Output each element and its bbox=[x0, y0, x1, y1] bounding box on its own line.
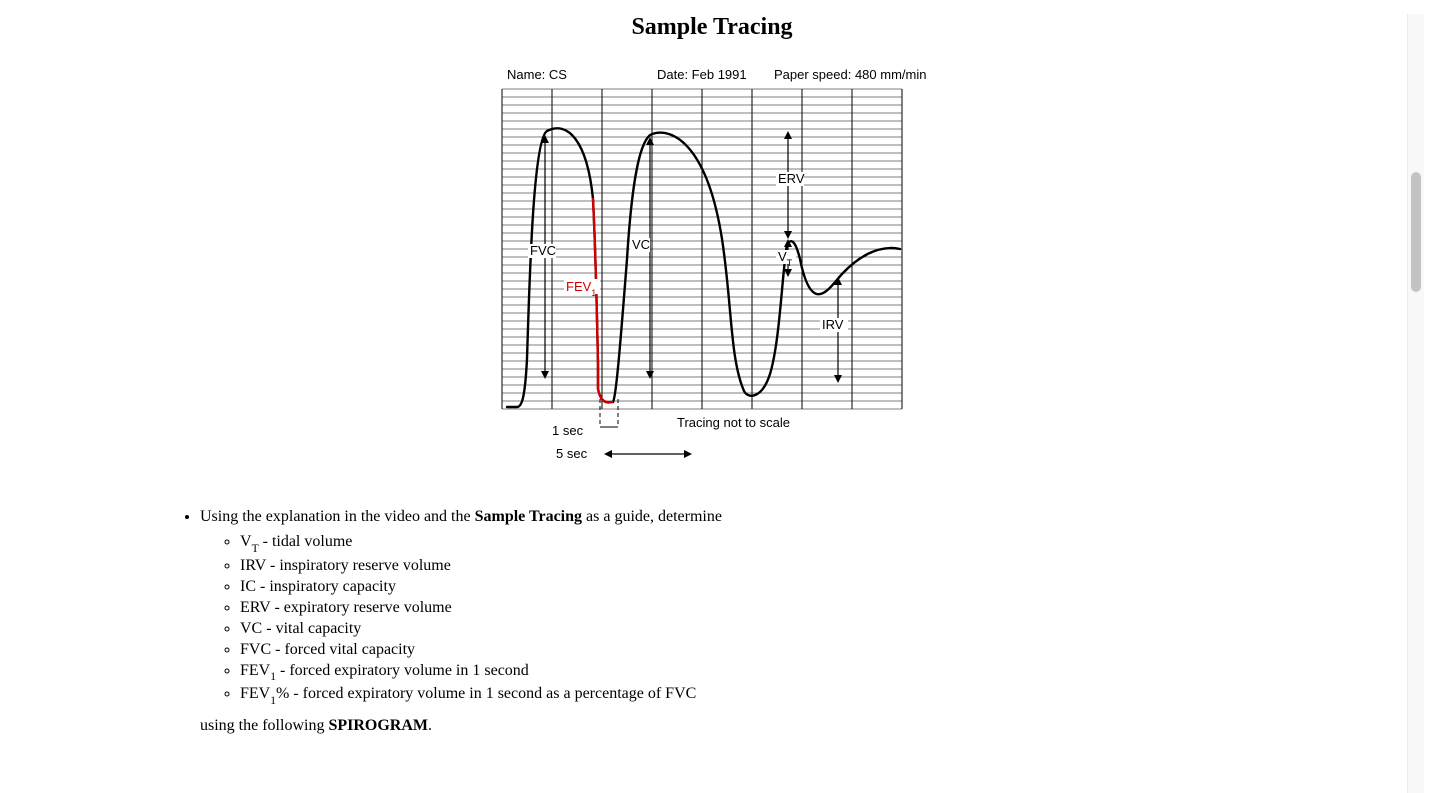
instruction-list: Using the explanation in the video and t… bbox=[160, 508, 1264, 735]
term-symbol: IC bbox=[240, 578, 256, 595]
instruction-lead: Using the explanation in the video and t… bbox=[200, 508, 1264, 735]
term-item: IRV - inspiratory reserve volume bbox=[240, 556, 1264, 576]
scrollbar-track[interactable] bbox=[1407, 14, 1424, 793]
trail-bold: SPIROGRAM bbox=[328, 717, 428, 734]
lead-prefix: Using the explanation in the video and t… bbox=[200, 508, 475, 525]
term-symbol: IRV bbox=[240, 557, 266, 574]
term-symbol: ERV bbox=[240, 599, 270, 616]
svg-text:VC: VC bbox=[632, 237, 650, 252]
diagram-name-label: Name: CS bbox=[507, 67, 567, 82]
diagram-paperspeed-label: Paper speed: 480 mm/min bbox=[774, 67, 926, 82]
term-item: IC - inspiratory capacity bbox=[240, 577, 1264, 597]
diagram-container: Name: CS Date: Feb 1991 Paper speed: 480 m… bbox=[0, 59, 1424, 484]
page-title: Sample Tracing bbox=[0, 14, 1424, 41]
instructions-block: Using the explanation in the video and t… bbox=[160, 508, 1264, 735]
term-list: VT - tidal volumeIRV - inspiratory reser… bbox=[200, 532, 1264, 707]
term-item: FEV1 - forced expiratory volume in 1 sec… bbox=[240, 661, 1264, 684]
term-item: FVC - forced vital capacity bbox=[240, 640, 1264, 660]
term-description: - forced vital capacity bbox=[271, 641, 415, 658]
term-symbol: V bbox=[240, 533, 252, 550]
lead-bold: Sample Tracing bbox=[475, 508, 582, 525]
term-symbol: FEV bbox=[240, 685, 270, 702]
grid-lines bbox=[502, 89, 902, 409]
svg-text:FVC: FVC bbox=[530, 243, 556, 258]
lead-suffix: as a guide, determine bbox=[582, 508, 722, 525]
trail-suffix: . bbox=[428, 717, 432, 734]
term-description: - inspiratory capacity bbox=[256, 578, 396, 595]
term-item: FEV1% - forced expiratory volume in 1 se… bbox=[240, 684, 1264, 707]
term-description: - forced expiratory volume in 1 second bbox=[276, 662, 529, 679]
scrollbar-thumb[interactable] bbox=[1411, 172, 1421, 292]
term-description: - expiratory reserve volume bbox=[270, 599, 451, 616]
page: Sample Tracing Name: CS Date: Feb 1991 Pap… bbox=[0, 14, 1424, 793]
five-sec-arrow bbox=[604, 450, 692, 458]
svg-text:IRV: IRV bbox=[822, 317, 844, 332]
term-subscript: T bbox=[252, 543, 259, 555]
term-symbol: VC bbox=[240, 620, 262, 637]
diagram-date-label: Date: Feb 1991 bbox=[657, 67, 747, 82]
one-sec-label: 1 sec bbox=[552, 423, 584, 438]
term-description: - tidal volume bbox=[259, 533, 353, 550]
trail-prefix: using the following bbox=[200, 717, 328, 734]
term-post: % bbox=[276, 685, 289, 702]
term-symbol: FEV bbox=[240, 662, 270, 679]
term-item: VC - vital capacity bbox=[240, 619, 1264, 639]
five-sec-label: 5 sec bbox=[556, 446, 588, 461]
term-item: ERV - expiratory reserve volume bbox=[240, 598, 1264, 618]
term-symbol: FVC bbox=[240, 641, 271, 658]
term-item: VT - tidal volume bbox=[240, 532, 1264, 555]
svg-text:ERV: ERV bbox=[778, 171, 805, 186]
term-description: - forced expiratory volume in 1 second a… bbox=[289, 685, 696, 702]
term-subscript: 1 bbox=[270, 695, 276, 707]
term-description: - inspiratory reserve volume bbox=[266, 557, 451, 574]
spirogram-diagram: Name: CS Date: Feb 1991 Paper speed: 480 m… bbox=[482, 59, 942, 479]
tracing-note: Tracing not to scale bbox=[677, 415, 790, 430]
term-description: - vital capacity bbox=[262, 620, 361, 637]
term-subscript: 1 bbox=[270, 671, 276, 683]
